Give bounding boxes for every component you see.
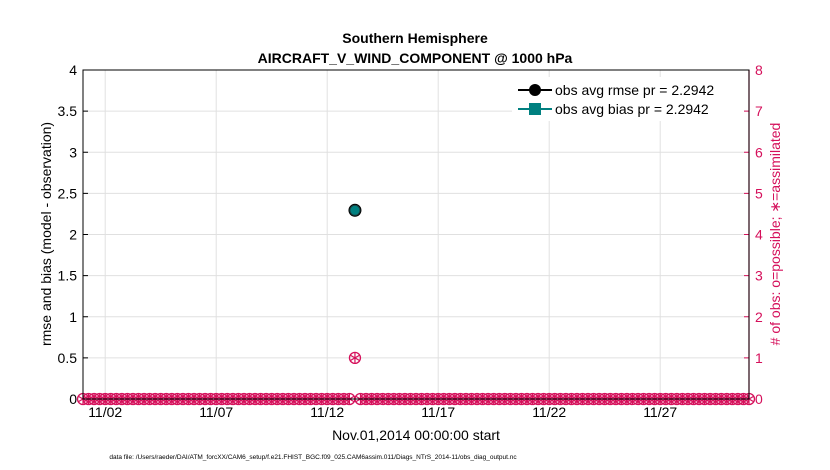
left-tick-label: 3: [69, 144, 77, 160]
legend-bias-label: obs avg bias pr = 2.2942: [555, 101, 709, 117]
x-tick-label: 11/12: [310, 404, 344, 420]
left-y-axis-label: rmse and bias (model - observation): [38, 122, 54, 346]
left-tick-label: 0.5: [58, 350, 78, 366]
x-axis: 11/02 11/07 11/12 11/17 11/22 11/27: [88, 394, 677, 420]
right-tick-label: 1: [755, 350, 763, 366]
x-axis-label: Nov.01,2014 00:00:00 start: [332, 427, 500, 443]
right-y-axis-label: # of obs: o=possible; ∗=assimilated: [767, 123, 783, 346]
left-tick-label: 4: [69, 62, 77, 78]
x-tick-label: 11/27: [643, 404, 677, 420]
left-tick-label: 2: [69, 227, 77, 243]
left-tick-label: 1: [69, 309, 77, 325]
plot-frame: [82, 69, 750, 400]
left-tick-label: 2.5: [58, 185, 78, 201]
grid: [83, 70, 749, 399]
data-file-footer: data file: /Users/raeder/DAI/ATM_forcXX/…: [109, 454, 517, 461]
right-tick-label: 4: [755, 227, 763, 243]
bias-point: [349, 204, 361, 216]
x-tick-label: 11/02: [88, 404, 122, 420]
right-tick-label: 2: [755, 309, 763, 325]
x-tick-label: 11/22: [532, 404, 566, 420]
data-points: [348, 203, 362, 217]
legend: obs avg rmse pr = 2.2942 obs avg bias pr…: [512, 77, 744, 121]
legend-bias-marker: [529, 103, 541, 115]
right-tick-label: 7: [755, 103, 763, 119]
legend-box: [512, 77, 744, 121]
right-tick-label: 5: [755, 185, 763, 201]
obs-possible-marker: [348, 351, 362, 365]
asterisk-stroke: [350, 354, 360, 361]
x-tick-label: 11/07: [199, 404, 233, 420]
right-tick-label: 0: [755, 391, 763, 407]
right-tick-label: 8: [755, 62, 763, 78]
left-tick-label: 1.5: [58, 268, 78, 284]
chart-title-line-1: Southern Hemisphere: [342, 30, 488, 46]
legend-rmse-label: obs avg rmse pr = 2.2942: [555, 82, 714, 98]
legend-rmse-marker: [529, 84, 541, 96]
right-tick-label: 3: [755, 268, 763, 284]
obs-assimilated-marker: [350, 352, 360, 363]
chart-title-line-2: AIRCRAFT_V_WIND_COMPONENT @ 1000 hPa: [258, 50, 573, 66]
left-tick-label: 3.5: [58, 103, 78, 119]
right-tick-label: 6: [755, 144, 763, 160]
x-tick-label: 11/17: [421, 404, 455, 420]
left-y-axis: 0 0.5 1 1.5 2 2.5 3 3.5 4: [58, 62, 88, 407]
left-tick-label: 0: [69, 391, 77, 407]
